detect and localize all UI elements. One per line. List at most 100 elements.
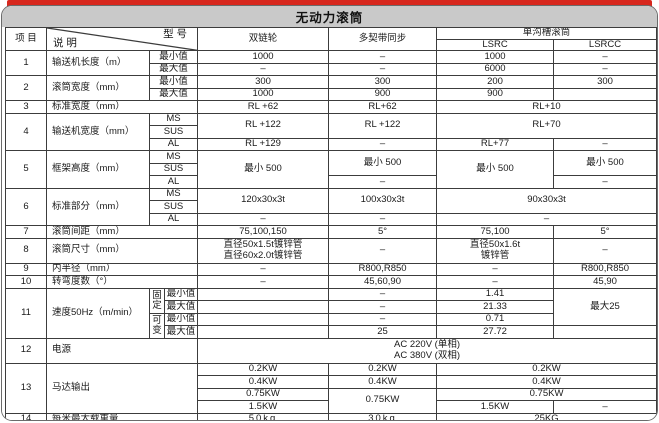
table-row: 0.75KW 0.75KW 0.75KW — [6, 387, 657, 414]
cell: 1.41 — [436, 287, 555, 302]
sub-label-min: 最小值 — [163, 312, 199, 327]
row-no: 9 — [5, 262, 47, 277]
sub-label-variable: 可变 — [149, 312, 165, 339]
cell: – — [436, 212, 657, 227]
spec-table-wrap: 项 目 说 明 型 号 双链轮 多契带同步 单沟槽滚筒 LSRC LSRCC — [2, 26, 657, 420]
sub-label-ms: MS — [148, 187, 199, 202]
cell: – — [553, 50, 657, 64]
cell: 300 — [328, 75, 438, 89]
row-no: 11 — [5, 287, 47, 339]
table-row: 12 电源 AC 220V (单相) AC 380V (双相) — [5, 337, 657, 364]
table-row: 4 输送机宽度（mm） MS RL +122 RL +122 RL+70 — [5, 112, 657, 152]
sub-label-al: AL — [148, 212, 199, 227]
row-no: 14 — [5, 412, 47, 420]
sub-label-ms: MS — [148, 112, 199, 127]
row-no: 10 — [5, 275, 47, 289]
cell — [197, 300, 330, 314]
cell: 120x30x3t — [197, 187, 330, 214]
cell — [197, 287, 330, 302]
cell: 0.2KW — [197, 362, 330, 377]
cell: 900 — [436, 87, 555, 102]
cell — [553, 325, 657, 339]
row-no: 4 — [5, 112, 47, 152]
row-label: 输送机长度（m） — [46, 50, 150, 77]
cell-line: 直径50x1.5t镀锌管 — [223, 238, 303, 250]
table-row: 可变 最小值 – 0.71 — [6, 312, 657, 339]
table-row: 最大值 25 27.72 — [6, 325, 657, 339]
cell: – — [328, 212, 438, 227]
sub-label-sus: SUS — [148, 125, 199, 139]
sub-label-max: 最大值 — [148, 87, 199, 102]
cell: 最小 500 — [328, 150, 438, 177]
header-lsrc: LSRC — [436, 38, 555, 52]
cell: AC 220V (单相) AC 380V (双相) — [197, 337, 657, 364]
sub-label-sus: SUS — [148, 162, 199, 177]
cell: – — [328, 175, 438, 189]
header-item: 项 目 — [5, 26, 47, 52]
diagonal-divider — [47, 28, 197, 50]
cell: 最小 500 — [197, 150, 330, 189]
cell-line: 直径50x1.6t — [469, 238, 521, 250]
row-no: 6 — [5, 187, 47, 227]
cell: R800,R850 — [328, 262, 438, 277]
row-label: 滚筒间距（mm） — [45, 225, 199, 239]
row-label: 框架高度（mm） — [46, 150, 150, 189]
cell: 最小 500 — [436, 150, 555, 189]
table-row: 10 转弯度数（°） – 45,60,90 – 45,90 — [5, 275, 657, 289]
cell — [197, 312, 330, 327]
row-label: 速度50Hz（m/min） — [46, 287, 150, 339]
cell: 直径50x1.5t镀锌管 直径60x2.0t镀锌管 — [197, 237, 330, 264]
cell: – — [197, 212, 330, 227]
table-row: 1 输送机长度（m） 最小值 1000 – 1000 – — [5, 50, 657, 77]
cell: 25KG — [436, 412, 657, 420]
table-row: AL RL +129 – RL+77 – — [6, 137, 657, 152]
cell: 75,100 — [436, 225, 555, 239]
cell-line: AC 220V (单相) — [394, 338, 461, 350]
cell-line: AC 380V (双相) — [394, 349, 461, 361]
row-label: 每米最大载重量 — [45, 412, 199, 420]
row-no: 5 — [5, 150, 47, 189]
row-no: 8 — [5, 237, 47, 264]
cell: 5° — [553, 225, 657, 239]
cell: 1.5KW — [436, 400, 555, 414]
row-no: 12 — [5, 337, 47, 364]
cell: – — [436, 275, 555, 289]
cell: – — [553, 175, 657, 189]
cell: – — [553, 400, 657, 414]
sub-label-min: 最小值 — [163, 287, 199, 302]
header-desc-model: 说 明 型 号 — [45, 26, 199, 52]
row-no: 1 — [5, 50, 47, 77]
cell: – — [328, 312, 438, 327]
header-lsrcc: LSRCC — [553, 38, 657, 52]
table-row: SUS — [6, 162, 657, 177]
table-row: 7 滚筒间距（mm） 75,100,150 5° 75,100 5° — [5, 225, 657, 239]
cell: 0.4KW — [436, 375, 657, 389]
header-desc: 说 明 — [53, 36, 77, 49]
cell: – — [553, 237, 657, 264]
cell: – — [328, 50, 438, 64]
cell: – — [553, 137, 657, 152]
cell: – — [328, 287, 438, 302]
row-label: 转弯度数（°） — [45, 275, 199, 289]
cell: 1000 — [197, 50, 330, 64]
cell: 50kg — [197, 412, 330, 420]
sub-label-max: 最大值 — [163, 300, 199, 314]
cell: 0.2KW — [436, 362, 657, 377]
table-row: 14 每米最大载重量 50kg 30kg 25KG — [5, 412, 657, 420]
row-label: 内半径（mm） — [45, 262, 199, 277]
cell: 6000 — [436, 62, 555, 77]
cell: R800,R850 — [553, 262, 657, 277]
cell: RL+10 — [436, 100, 657, 114]
cell: RL +129 — [197, 137, 330, 152]
row-label: 滚筒尺寸（mm） — [45, 237, 199, 264]
cell: 0.4KW — [328, 375, 438, 389]
row-no: 7 — [5, 225, 47, 239]
cell: RL +122 — [197, 112, 330, 139]
cell: 5° — [328, 225, 438, 239]
table-row: 最大值 – – 6000 – — [6, 62, 657, 77]
cell-line: 直径60x2.0t镀锌管 — [223, 249, 303, 261]
cell: – — [436, 262, 555, 277]
table-row: 2 滚筒宽度（mm） 最小值 300 300 200 300 — [5, 75, 657, 102]
table-row: AL – – – — [6, 212, 657, 227]
cell: 0.75KW — [436, 387, 657, 402]
